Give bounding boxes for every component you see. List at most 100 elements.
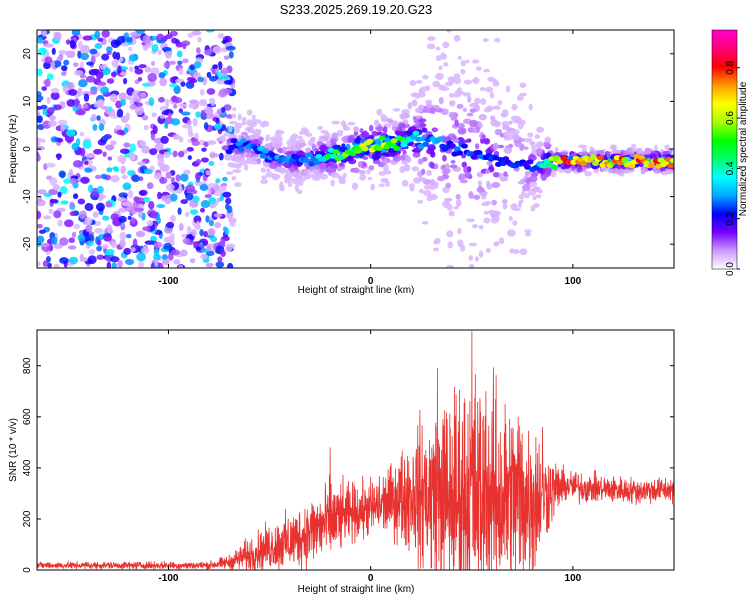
spectrogram-cell: [256, 157, 262, 165]
spectrogram-cell: [149, 81, 156, 86]
spectrogram-cell: [199, 89, 205, 96]
spectrogram-cell: [199, 183, 209, 192]
spectrogram-cell: [161, 258, 170, 266]
spectrogram-cell: [189, 209, 199, 215]
spectrogram-cell: [212, 45, 222, 54]
spectrogram-cells: [37, 30, 674, 268]
spectrogram-cell: [532, 195, 537, 201]
spectrogram-cell: [529, 180, 538, 188]
spectrogram-cell: [265, 172, 275, 178]
spectrogram-cell: [107, 106, 113, 112]
spectrogram-cell: [208, 220, 214, 227]
spectrogram-cell: [518, 194, 525, 200]
spectrogram-cell: [186, 147, 194, 152]
spectrogram-cell: [207, 140, 217, 145]
spectrogram-cell: [508, 143, 514, 149]
spectrogram-cell: [472, 76, 480, 85]
spectrogram-cell: [62, 84, 68, 93]
spectrogram-cell: [225, 114, 233, 119]
spectrogram-cell: [120, 98, 127, 107]
spectrogram-cell: [298, 135, 303, 140]
spectrogram-cell: [320, 150, 326, 155]
y-tick-label: 20: [22, 48, 33, 60]
spectrogram-cell: [380, 114, 387, 120]
spectrogram-cell: [469, 103, 477, 108]
spectrogram-cell: [215, 261, 225, 268]
spectrogram-cell: [117, 155, 127, 163]
spectrogram-cell: [485, 169, 490, 175]
spectrogram-cell: [426, 43, 436, 50]
spectrogram-cell: [181, 233, 187, 238]
spectrogram-cell: [37, 261, 41, 267]
spectrogram-cell: [59, 257, 69, 264]
spectrogram-ridge-cell: [422, 141, 430, 147]
spectrogram-cell: [577, 144, 587, 149]
spectrogram-cell: [471, 128, 479, 134]
spectrogram-ridge-cell: [436, 136, 444, 142]
spectrogram-cell: [182, 58, 189, 64]
spectrogram-cell: [42, 260, 49, 267]
spectrogram-cell: [246, 109, 253, 116]
spectrogram-cell: [43, 192, 52, 197]
spectrogram-cell: [448, 93, 455, 98]
spectrogram-cell: [519, 82, 527, 88]
spectrogram-cell: [106, 261, 112, 268]
spectrogram-cell: [79, 147, 86, 157]
spectrogram-cell: [272, 137, 278, 142]
spectrogram-cell: [460, 60, 467, 67]
spectrogram-cell: [418, 118, 427, 123]
spectrogram-cell: [130, 217, 136, 224]
spectrogram-cell: [429, 161, 435, 169]
spectrogram-cell: [69, 201, 75, 209]
spectrogram-cell: [223, 104, 232, 111]
spectrogram-cell: [72, 105, 79, 112]
spectrogram-cell: [146, 182, 154, 190]
spectrogram-cell: [177, 150, 185, 158]
spectrogram-ridge-cell: [628, 163, 636, 169]
x-tick-label: -100: [158, 573, 178, 584]
spectrogram-cell: [110, 213, 120, 221]
spectrogram-cell: [338, 162, 344, 167]
spectrogram-cell: [194, 132, 199, 140]
spectrogram-cell: [37, 137, 43, 143]
y-tick-label: 0: [22, 567, 33, 573]
spectrogram-cell: [71, 231, 77, 238]
spectrogram-cell: [550, 170, 557, 178]
spectrogram-cell: [138, 64, 147, 69]
spectrogram-cell: [169, 232, 175, 241]
spectrogram-cell: [453, 92, 461, 98]
spectrogram-cell: [107, 156, 113, 161]
spectrogram-cell: [141, 145, 151, 154]
spectrogram-cell: [443, 62, 449, 67]
spectrogram-cell: [178, 264, 184, 268]
spectrogram-cell: [58, 49, 68, 55]
spectrogram-cell: [358, 169, 366, 175]
spectrogram-cell: [444, 197, 453, 202]
spectrogram-cell: [487, 76, 495, 82]
spectrogram-cell: [80, 176, 90, 184]
spectrogram-cell: [543, 140, 551, 148]
spectrogram-cell: [465, 59, 470, 64]
spectrogram-ridge-cell: [460, 143, 468, 149]
spectrogram-cell: [424, 99, 433, 104]
spectrogram-cell: [137, 77, 143, 82]
spectrogram-cell: [124, 258, 135, 265]
spectrogram-cell: [212, 184, 220, 192]
spectrogram-cell: [245, 159, 253, 164]
spectrogram-cell: [117, 65, 122, 74]
spectrogram-cell: [291, 133, 299, 140]
spectrogram-cell: [498, 237, 505, 245]
spectrogram-cell: [153, 253, 161, 261]
spectrogram-cell: [38, 229, 46, 234]
spectrogram-ridge-cell: [456, 150, 464, 156]
spectrogram-cell: [161, 254, 168, 261]
spectrogram-cell: [453, 77, 462, 85]
spectrogram-x-ticks: -100 0 100: [158, 30, 582, 287]
spectrogram-cell: [503, 147, 513, 154]
spectrogram-ridge-cell: [475, 149, 483, 156]
spectrogram-cell: [351, 182, 359, 191]
spectrogram-cell: [352, 167, 360, 174]
spectrogram-cell: [178, 108, 184, 114]
spectrogram-cell: [106, 51, 112, 56]
spectrogram-cell: [516, 94, 524, 101]
